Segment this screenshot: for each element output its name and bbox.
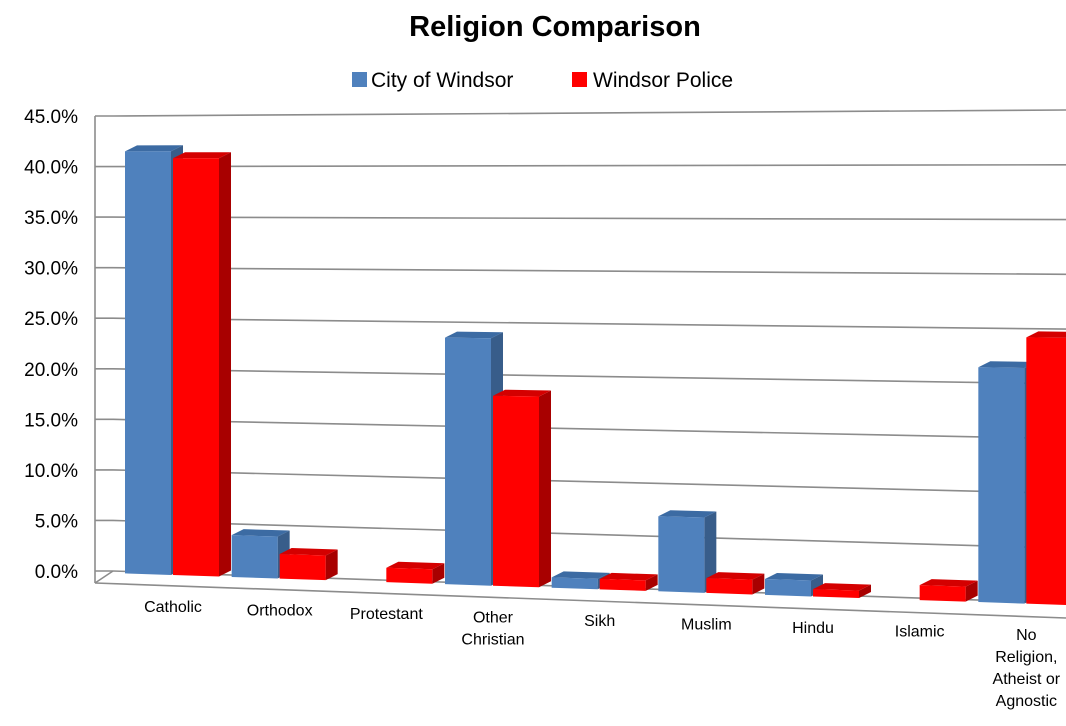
bar-side xyxy=(645,574,658,591)
bar-side xyxy=(752,573,765,595)
x-tick-label-hindu: Hindu xyxy=(792,620,834,637)
x-tick-label-catholic: Catholic xyxy=(144,599,202,616)
bar-front xyxy=(279,554,326,581)
y-tick-label: 5.0% xyxy=(35,511,78,532)
bar-top xyxy=(658,510,717,518)
y-tick-label: 0.0% xyxy=(35,562,78,583)
bar-front xyxy=(978,367,1025,604)
bar-top xyxy=(173,152,231,159)
bar-front xyxy=(919,585,966,602)
gridline xyxy=(112,317,1066,330)
bar-front xyxy=(173,158,219,577)
bar-top xyxy=(978,361,1037,368)
x-tick-label-muslim: Muslim xyxy=(681,617,732,634)
bar-windsor-police-hindu xyxy=(813,583,871,599)
legend-label-windsor-police: Windsor Police xyxy=(593,69,733,92)
bar-top xyxy=(231,529,290,537)
x-axis-category-labels: Catholic Orthodox Protestant Other Christian… xyxy=(144,599,1061,710)
bar-side xyxy=(432,563,445,584)
y-tick-label: 10.0% xyxy=(24,461,78,482)
y-tick-label: 35.0% xyxy=(24,208,78,229)
bar-side xyxy=(325,549,338,581)
bar-windsor-police-other-christian xyxy=(493,389,551,588)
bar-front xyxy=(493,395,539,588)
bar-front xyxy=(706,578,753,595)
gridline xyxy=(112,163,1066,168)
bar-front xyxy=(813,589,859,599)
y-tick-label: 30.0% xyxy=(24,259,78,280)
bar-top xyxy=(1026,331,1066,338)
y-tick-label: 45.0% xyxy=(24,107,78,128)
x-tick-label-orthodox: Orthodox xyxy=(247,603,313,620)
bar-top xyxy=(279,548,338,556)
y-tick-label: 15.0% xyxy=(24,410,78,431)
bar-top xyxy=(706,572,765,580)
bar-top xyxy=(919,579,978,587)
gridline xyxy=(112,266,1066,276)
bar-windsor-police-islamic xyxy=(919,579,978,602)
floor-corner xyxy=(94,570,114,584)
x-tick-label-protestant: Protestant xyxy=(350,606,423,623)
bar-windsor-police-muslim xyxy=(706,572,765,595)
legend-swatch-windsor-police xyxy=(572,72,587,87)
gridline xyxy=(112,469,1066,495)
y-tick-label: 40.0% xyxy=(24,158,78,179)
bar-top xyxy=(386,561,445,570)
x-tick-label-sikh: Sikh xyxy=(584,613,615,630)
x-axis-floor-front xyxy=(94,582,1066,619)
bar-windsor-police-protestant xyxy=(386,561,445,584)
bar-windsor-police-no-religion-atheist-or-agnostic xyxy=(1026,331,1066,605)
x-tick-label-other-christian: Other Christian xyxy=(461,610,524,649)
bar-top xyxy=(813,583,871,591)
x-tick-label-islamic: Islamic xyxy=(895,624,945,641)
bar-windsor-police-orthodox xyxy=(279,548,338,581)
gridline xyxy=(112,367,1066,385)
bar-front xyxy=(599,578,646,591)
gridline xyxy=(112,418,1066,440)
bar-windsor-police-catholic xyxy=(173,152,231,577)
gridlines xyxy=(95,109,1066,572)
bar-front xyxy=(551,577,598,590)
legend-swatch-city-of-windsor xyxy=(352,72,367,87)
bar-top xyxy=(599,572,658,581)
bar-city-of-windsor-hindu xyxy=(765,572,823,597)
bar-side xyxy=(219,152,231,577)
bar-top xyxy=(493,389,551,397)
bar-windsor-police-sikh xyxy=(599,572,658,591)
chart-title: Religion Comparison xyxy=(409,11,701,43)
bar-front xyxy=(765,578,811,597)
bar-top xyxy=(551,571,610,579)
gridline xyxy=(112,519,1066,550)
y-tick-label: 25.0% xyxy=(24,309,78,330)
bar-side xyxy=(704,511,717,593)
legend-label-city-of-windsor: City of Windsor xyxy=(371,69,513,92)
bar-front xyxy=(1026,337,1066,605)
gridline xyxy=(112,216,1066,221)
bar-top xyxy=(765,572,823,581)
bar-front xyxy=(386,567,433,584)
bar-side xyxy=(539,390,551,588)
bars xyxy=(125,145,1066,605)
bar-side xyxy=(965,580,978,602)
gridline xyxy=(112,109,1066,117)
bar-front xyxy=(445,337,491,586)
x-tick-label-no-religion-atheist-or-agnostic: No Religion, Atheist or Agnostic xyxy=(993,627,1061,710)
legend: City of Windsor Windsor Police xyxy=(352,69,733,92)
y-axis-tick-labels: 0.0% 5.0% 10.0% 15.0% 20.0% 25.0% 30.0% 35.0% 40… xyxy=(24,107,78,583)
bar-front xyxy=(125,151,171,575)
bar-front xyxy=(231,535,278,579)
bar-top xyxy=(445,331,503,339)
bar-side xyxy=(859,584,871,599)
y-tick-label: 20.0% xyxy=(24,360,78,381)
bar-front xyxy=(658,516,705,593)
bar-top xyxy=(125,145,183,152)
bar-city-of-windsor-muslim xyxy=(658,510,717,593)
